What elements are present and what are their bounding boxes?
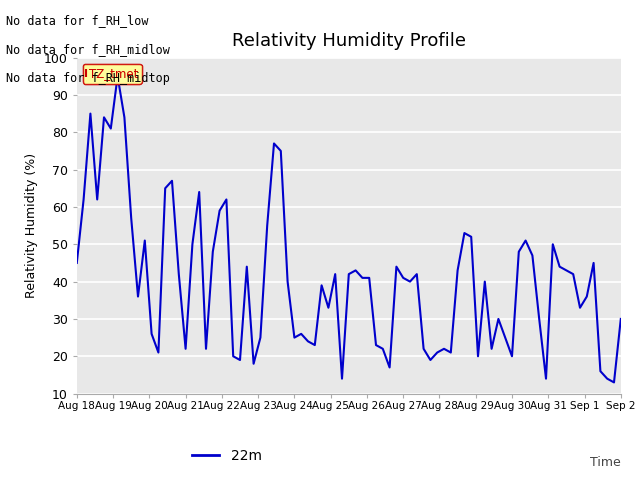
Y-axis label: Relativity Humidity (%): Relativity Humidity (%) bbox=[26, 153, 38, 298]
Text: No data for f_RH_midlow: No data for f_RH_midlow bbox=[6, 43, 170, 56]
Text: Time: Time bbox=[590, 456, 621, 469]
Title: Relativity Humidity Profile: Relativity Humidity Profile bbox=[232, 33, 466, 50]
Legend: 22m: 22m bbox=[186, 443, 267, 468]
Legend: TZ_tmet: TZ_tmet bbox=[83, 63, 141, 84]
Text: No data for f_RH_low: No data for f_RH_low bbox=[6, 14, 149, 27]
Text: No data for f_RH_midtop: No data for f_RH_midtop bbox=[6, 72, 170, 85]
